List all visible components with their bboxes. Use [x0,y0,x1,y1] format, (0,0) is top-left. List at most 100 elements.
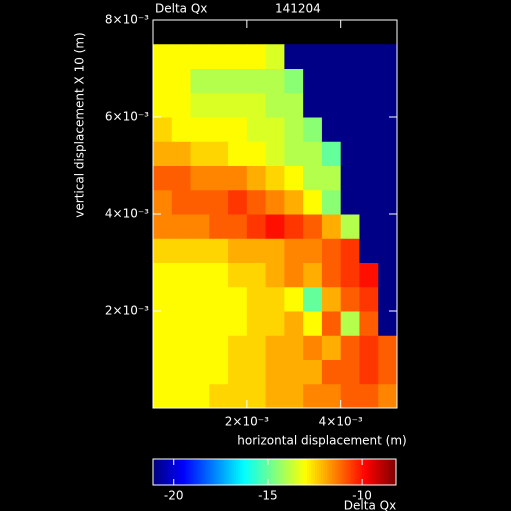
heatmap-cell [171,311,192,336]
colorbar-tick-label: -10 [352,489,372,503]
heatmap-cell [246,44,267,69]
heatmap-cell [303,117,323,142]
colorbar-swatch [310,459,314,485]
colorbar-swatch [312,459,316,485]
colorbar-swatch [177,459,180,485]
heatmap-cell [378,117,398,142]
heatmap-cell [246,214,267,239]
heatmap-cell [265,141,285,166]
heatmap-cell [171,44,192,69]
colorbar-swatch [256,459,259,485]
colorbar-swatch [383,459,387,485]
heatmap-cell [340,262,360,288]
heatmap-cell [228,117,248,142]
colorbar-swatch [317,459,320,485]
heatmap-cell [303,141,323,166]
colorbar-swatch [219,459,223,485]
heatmap-cell [228,44,248,69]
colorbar-swatch [357,459,361,485]
heatmap-cell [359,44,379,69]
heatmap-cell [265,117,285,142]
heatmap-cell [321,335,342,360]
heatmap-cell [340,214,360,239]
colorbar-swatch [306,459,310,485]
heatmap-cell [378,165,398,191]
colorbar-swatch [315,459,318,485]
heatmap-cell [190,311,210,336]
colorbar-swatch [163,459,166,485]
heatmap-cell [246,383,267,409]
colorbar-swatch [280,459,284,485]
heatmap-cell [378,311,398,336]
heatmap-cell [359,286,379,312]
colorbar-swatch [339,459,342,485]
colorbar-swatch [272,459,275,485]
colorbar-swatch [292,459,296,485]
heatmap-cell [209,92,229,118]
chart-title: Delta Qx [155,2,207,16]
colorbar-swatch [321,459,324,485]
heatmap-cell [284,286,304,312]
heatmap-cell [246,117,267,142]
heatmap-cell [378,68,398,94]
heatmap-cell [359,335,379,360]
heatmap-cell [321,311,342,336]
heatmap-cell [265,383,285,409]
colorbar-swatch [323,459,326,485]
colorbar-swatch [183,459,186,485]
colorbar-swatch [355,459,359,485]
heatmap-cell [228,335,248,360]
heatmap-cell [378,286,398,312]
heatmap-cell [228,286,248,312]
y-tick-label: 8×10⁻³ [105,13,149,27]
y-tick-label: 4×10⁻³ [105,207,149,221]
heatmap-cell [153,189,173,215]
heatmap-cell [171,238,192,263]
colorbar-swatch [373,459,377,485]
heatmap-cell [265,44,285,69]
heatmap-cell [228,262,248,288]
heatmap-cell [321,92,342,118]
heatmap-cell [190,262,210,288]
colorbar-swatch [225,459,229,485]
colorbar-swatch [236,459,239,485]
x-tick-label: 2×10⁻³ [225,415,269,429]
heatmap-cell [378,141,398,166]
colorbar-swatch [159,459,162,485]
colorbar-swatch [169,459,172,485]
colorbar-swatch [187,459,190,485]
heatmap-cell [190,359,210,385]
colorbar-swatch [171,459,174,485]
colorbar-swatch [369,459,373,485]
heatmap-cell [171,165,192,191]
heatmap-cell [190,117,210,142]
heatmap-cell [209,141,229,166]
heatmap-cell [190,165,210,191]
colorbar-swatch [254,459,257,485]
y-tick-label: 6×10⁻³ [105,110,149,124]
heatmap-cell [303,262,323,288]
colorbar-swatch [217,459,221,485]
colorbar-swatch [327,459,330,485]
heatmap-cell [303,238,323,263]
heatmap-cell [228,165,248,191]
heatmap-cell [378,262,398,288]
heatmap-cell [321,286,342,312]
heatmap-cell [265,214,285,239]
colorbar-swatch [199,459,203,485]
heatmap-cell [265,335,285,360]
colorbar-swatch [201,459,205,485]
colorbar-swatch [319,459,322,485]
heatmap-cell [171,383,192,409]
x-axis-label: horizontal displacement (m) [237,434,406,448]
colorbar-tick-label: -20 [164,489,184,503]
heatmap-cell [303,92,323,118]
heatmap-cell [209,286,229,312]
heatmap-cell [171,214,192,239]
heatmap-cell [359,141,379,166]
colorbar-swatch [270,459,273,485]
colorbar-swatch [205,459,209,485]
y-axis-label: vertical displacement X 10 (m) [73,32,87,217]
heatmap-cell [340,141,360,166]
